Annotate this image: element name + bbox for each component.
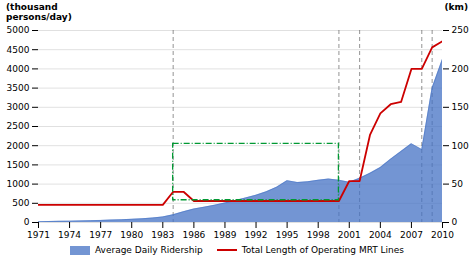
svg-text:1500: 1500 <box>7 160 30 170</box>
svg-text:2500: 2500 <box>7 121 30 131</box>
html-text:(thousand persons/day): (thousand persons/day) <box>6 2 72 22</box>
html-text:Total Length of Operating MRT: Total Length of Operating MRT Lines <box>241 245 404 255</box>
svg-text:200: 200 <box>452 64 469 74</box>
svg-text:250: 250 <box>452 25 469 35</box>
svg-text:50: 50 <box>452 179 464 189</box>
svg-text:4500: 4500 <box>7 45 30 55</box>
svg-text:1977: 1977 <box>89 230 112 240</box>
svg-text:0: 0 <box>24 217 30 227</box>
svg-text:1989: 1989 <box>214 230 237 240</box>
svg-text:2007: 2007 <box>400 230 423 240</box>
svg-text:4000: 4000 <box>7 64 30 74</box>
svg-text:2004: 2004 <box>369 230 392 240</box>
svg-text:1992: 1992 <box>245 230 268 240</box>
svg-text:150: 150 <box>452 102 469 112</box>
svg-text:0: 0 <box>452 217 458 227</box>
svg-text:1986: 1986 <box>182 230 205 240</box>
html-text:Average Daily Ridership: Average Daily Ridership <box>94 245 203 255</box>
svg-text:1980: 1980 <box>120 230 143 240</box>
svg-text:5000: 5000 <box>7 25 30 35</box>
svg-text:1974: 1974 <box>58 230 81 240</box>
svg-text:2001: 2001 <box>338 230 361 240</box>
svg-text:2010: 2010 <box>431 230 454 240</box>
svg-text:1000: 1000 <box>7 179 30 189</box>
svg-text:100: 100 <box>452 141 469 151</box>
svg-text:1998: 1998 <box>307 230 330 240</box>
svg-text:1983: 1983 <box>151 230 174 240</box>
svg-text:1995: 1995 <box>276 230 299 240</box>
svg-text:3500: 3500 <box>7 83 30 93</box>
svg-text:2000: 2000 <box>7 141 30 151</box>
html-text:(km): (km) <box>444 2 468 12</box>
svg-text:500: 500 <box>12 198 29 208</box>
svg-text:3000: 3000 <box>7 102 30 112</box>
svg-text:1971: 1971 <box>27 230 50 240</box>
